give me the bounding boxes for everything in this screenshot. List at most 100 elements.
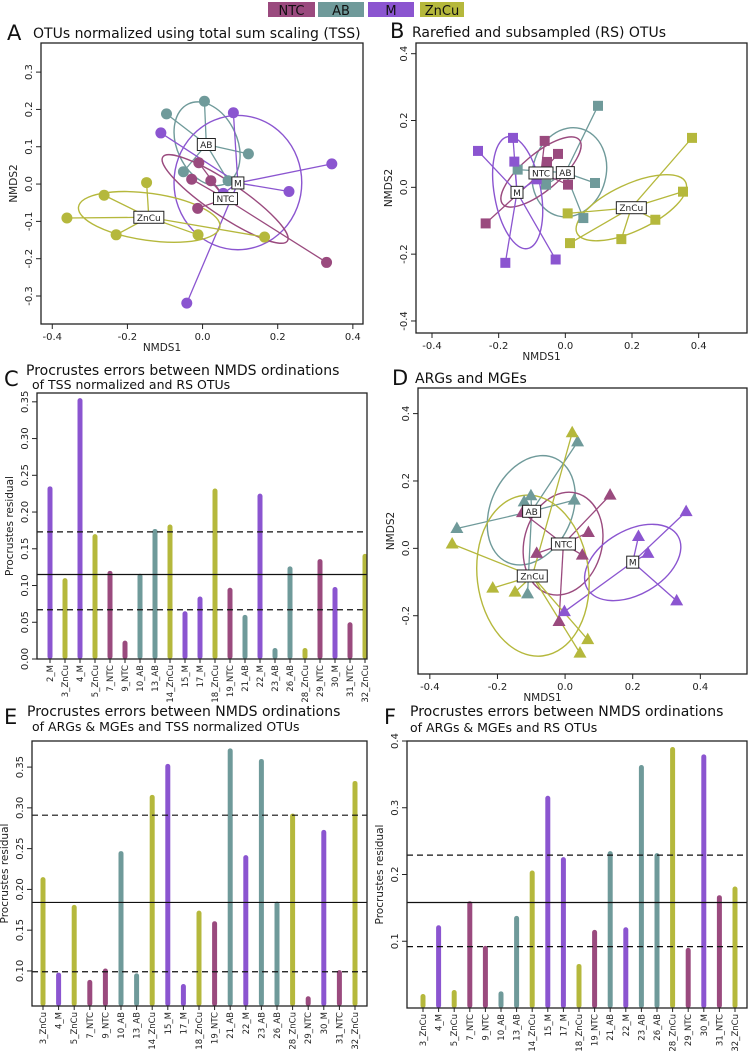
bar bbox=[196, 910, 202, 1006]
data-point bbox=[590, 177, 600, 188]
bar bbox=[305, 996, 311, 1006]
y-tick-label: 0.0 bbox=[399, 179, 410, 195]
confidence-ellipse bbox=[476, 494, 590, 657]
centroid-label-text: AB bbox=[559, 169, 571, 179]
y-tick-label: 0.3 bbox=[24, 64, 35, 80]
bar bbox=[290, 813, 296, 1006]
x-tick-label: 18_ZnCu bbox=[211, 665, 221, 703]
x-tick-label: 23_AB bbox=[257, 1012, 267, 1039]
data-point bbox=[500, 257, 511, 268]
x-tick-label: 21_AB bbox=[226, 1012, 236, 1039]
x-tick-label: 9_NTC bbox=[481, 1014, 491, 1041]
y-tick-label: 0.3 bbox=[390, 800, 401, 816]
data-point bbox=[616, 234, 627, 245]
x-tick-label: 23_AB bbox=[271, 665, 281, 692]
bar bbox=[685, 947, 691, 1008]
panel-letter: B bbox=[390, 19, 404, 43]
legend-swatch bbox=[368, 2, 414, 17]
x-tick-label: 10_AB bbox=[497, 1014, 507, 1041]
centroid-label-text: NTC bbox=[216, 195, 234, 205]
centroid-label-ntc: NTC bbox=[528, 166, 554, 180]
centroid-label-text: ZnCu bbox=[520, 572, 544, 582]
data-point bbox=[563, 179, 573, 190]
panel-title: ARGs and MGEs bbox=[415, 371, 527, 387]
data-point bbox=[517, 494, 531, 507]
x-tick-label: 3_ZnCu bbox=[61, 665, 71, 697]
panel-e: E Procrustes errors between NMDS ordinati… bbox=[0, 704, 368, 1050]
x-tick-label: 23_AB bbox=[637, 1014, 647, 1041]
panel-letter: C bbox=[4, 367, 19, 391]
data-point bbox=[541, 179, 551, 190]
bar bbox=[227, 587, 233, 659]
centroid-label-text: NTC bbox=[532, 169, 550, 179]
centroid-label-box bbox=[212, 192, 238, 206]
bar bbox=[257, 493, 263, 659]
bar bbox=[607, 851, 613, 1008]
y-tick-label: -0.2 bbox=[399, 244, 410, 264]
bar bbox=[451, 989, 457, 1008]
bar bbox=[180, 983, 186, 1006]
x-tick-label: -0.2 bbox=[118, 332, 138, 343]
x-tick-label: -0.4 bbox=[420, 682, 440, 693]
x-tick-label: 0.0 bbox=[195, 332, 211, 343]
bar bbox=[243, 855, 249, 1006]
legend-swatch bbox=[420, 2, 464, 17]
data-point bbox=[567, 493, 581, 505]
data-point bbox=[557, 604, 571, 617]
bar bbox=[362, 553, 368, 659]
panel-letter: A bbox=[7, 21, 22, 45]
bar bbox=[227, 748, 233, 1006]
x-tick-label: 5_ZnCu bbox=[91, 665, 101, 697]
legend-swatch bbox=[318, 2, 364, 17]
x-tick-label: -0.2 bbox=[489, 341, 509, 352]
x-tick-label: 14_ZnCu bbox=[528, 1014, 538, 1052]
x-tick-label: -0.4 bbox=[422, 341, 442, 352]
panel-title: Procrustes errors between NMDS ordinatio… bbox=[410, 704, 723, 720]
x-tick-label: 17_M bbox=[179, 1012, 189, 1034]
data-point bbox=[603, 488, 617, 500]
panels: A OTUs normalized using total sum scaling… bbox=[0, 19, 748, 1052]
x-tick-label: 29_NTC bbox=[684, 1014, 694, 1046]
bar bbox=[165, 763, 171, 1006]
data-point bbox=[186, 173, 198, 185]
data-point bbox=[573, 646, 587, 658]
bar bbox=[71, 904, 77, 1006]
data-point bbox=[679, 504, 693, 517]
y-tick-label: -0.3 bbox=[24, 286, 35, 306]
bar bbox=[302, 647, 308, 659]
x-tick-label: 28_ZnCu bbox=[301, 665, 311, 703]
legend-item-zncu: ZnCu bbox=[420, 2, 464, 19]
y-tick-label: 0.35 bbox=[15, 756, 26, 778]
spider-line bbox=[558, 543, 565, 622]
bar bbox=[701, 754, 707, 1008]
spider-line bbox=[477, 150, 518, 193]
x-tick-label: 30_M bbox=[320, 1012, 330, 1034]
panel-letter: D bbox=[392, 366, 408, 390]
data-point bbox=[581, 525, 595, 538]
bar bbox=[514, 915, 520, 1008]
centroid-label-zncu: ZnCu bbox=[615, 201, 647, 215]
data-point bbox=[110, 229, 122, 241]
bar bbox=[258, 758, 264, 1006]
spider-line bbox=[564, 561, 634, 613]
x-tick-label: 0.4 bbox=[345, 332, 361, 343]
legend-item-ab: AB bbox=[318, 2, 364, 19]
plot-frame bbox=[40, 42, 364, 325]
data-point bbox=[565, 238, 575, 249]
plot-frame bbox=[406, 740, 748, 1009]
data-point bbox=[552, 614, 566, 626]
y-axis-label: NMDS2 bbox=[383, 169, 395, 207]
panel-letter: F bbox=[384, 705, 396, 729]
x-tick-label: 10_AB bbox=[117, 1012, 127, 1039]
data-point bbox=[678, 186, 688, 197]
centroid-label-zncu: ZnCu bbox=[133, 210, 165, 224]
spider-line bbox=[225, 198, 327, 263]
plot-frame bbox=[36, 392, 368, 660]
y-tick-label: 0.00 bbox=[20, 648, 31, 670]
x-tick-label: 31_NTC bbox=[715, 1014, 725, 1046]
spider-line bbox=[531, 441, 579, 512]
bar bbox=[212, 921, 218, 1006]
data-point bbox=[562, 208, 573, 219]
spider-line bbox=[237, 163, 332, 184]
data-point bbox=[61, 212, 73, 224]
